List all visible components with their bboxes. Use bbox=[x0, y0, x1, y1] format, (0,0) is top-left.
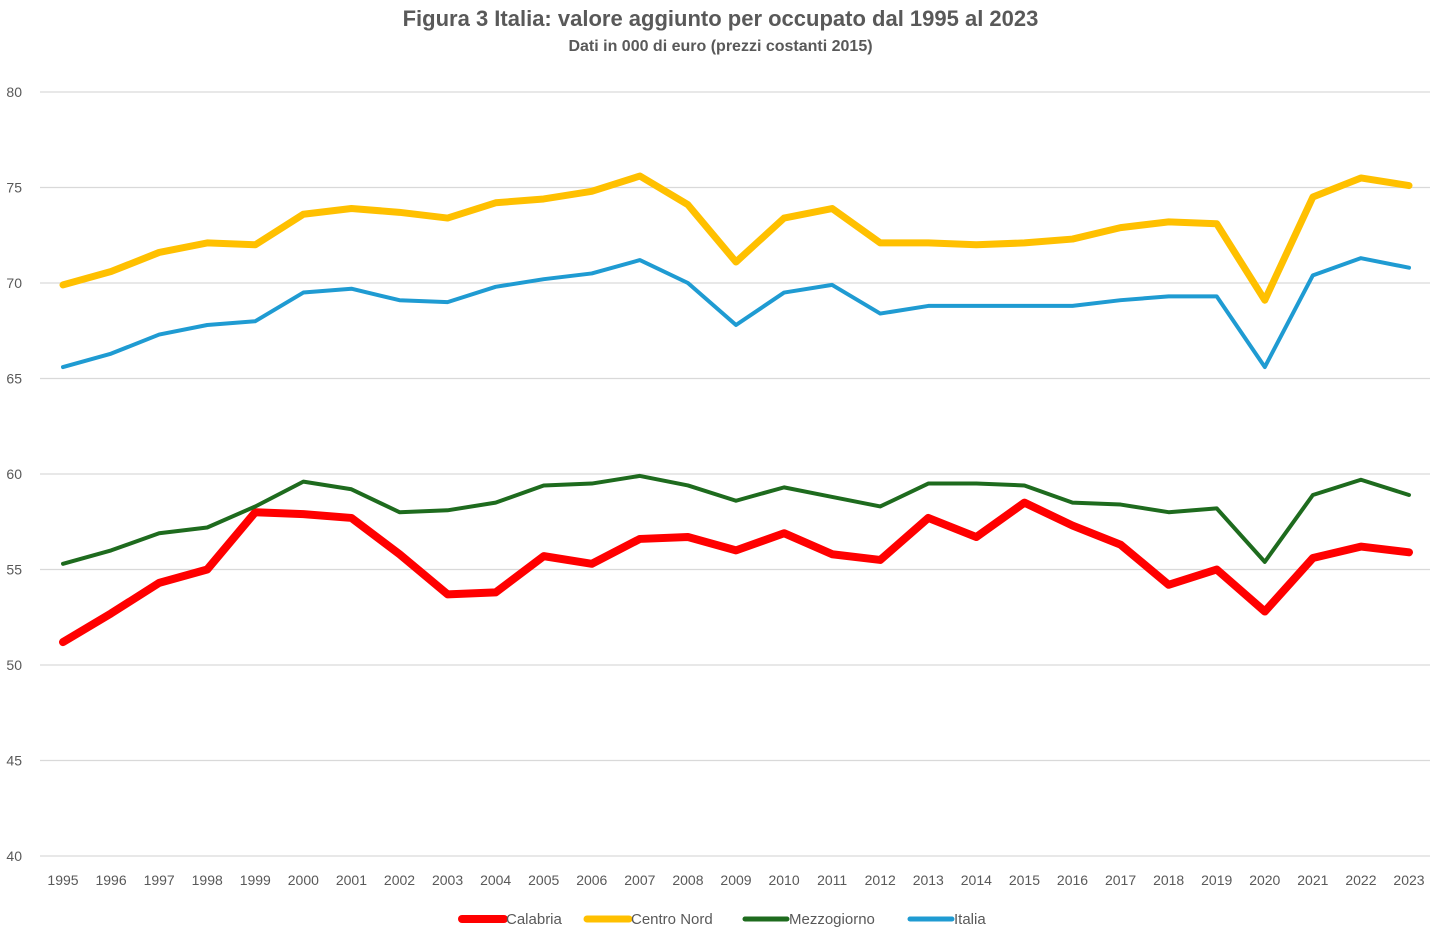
x-tick-label: 2009 bbox=[720, 872, 751, 888]
x-tick-label: 1999 bbox=[240, 872, 271, 888]
x-tick-label: 2010 bbox=[768, 872, 799, 888]
legend-label: Mezzogiorno bbox=[789, 911, 875, 928]
legend: Calabria Centro Nord Mezzogiorno Italia bbox=[458, 911, 986, 928]
series-italia bbox=[61, 256, 1411, 370]
x-tick-label: 2013 bbox=[913, 872, 944, 888]
x-tick-label: 2012 bbox=[865, 872, 896, 888]
x-tick-label: 2019 bbox=[1201, 872, 1232, 888]
chart-title: Figura 3 Italia: valore aggiunto per occ… bbox=[402, 6, 1039, 31]
series-line bbox=[61, 256, 1411, 370]
x-tick-label: 2015 bbox=[1009, 872, 1040, 888]
series-calabria bbox=[59, 498, 1413, 647]
y-tick-label: 40 bbox=[6, 848, 22, 864]
y-tick-label: 70 bbox=[6, 275, 22, 291]
x-tick-label: 2017 bbox=[1105, 872, 1136, 888]
y-tick-label: 50 bbox=[6, 657, 22, 673]
y-tick-label: 55 bbox=[6, 562, 22, 578]
x-tick-label: 1998 bbox=[192, 872, 223, 888]
x-tick-label: 2008 bbox=[672, 872, 703, 888]
x-axis-labels: 1995 1996 1997 1998 1999 2000 2001 2002 2003 2004… bbox=[47, 872, 1424, 888]
x-tick-label: 2003 bbox=[432, 872, 463, 888]
x-tick-label: 2020 bbox=[1249, 872, 1280, 888]
y-tick-label: 45 bbox=[6, 753, 22, 769]
series-mezzogiorno bbox=[61, 473, 1411, 566]
y-tick-label: 75 bbox=[6, 180, 22, 196]
x-tick-label: 2007 bbox=[624, 872, 655, 888]
x-tick-label: 1997 bbox=[144, 872, 175, 888]
gridlines bbox=[40, 91, 1430, 857]
x-tick-label: 2023 bbox=[1393, 872, 1424, 888]
x-tick-label: 2000 bbox=[288, 872, 319, 888]
y-tick-label: 65 bbox=[6, 371, 22, 387]
x-tick-label: 2001 bbox=[336, 872, 367, 888]
y-axis-labels: 40 45 50 55 60 65 70 75 80 bbox=[6, 84, 22, 864]
legend-label: Centro Nord bbox=[631, 911, 713, 928]
x-tick-label: 2006 bbox=[576, 872, 607, 888]
series-line bbox=[59, 498, 1413, 647]
chart-subtitle: Dati in 000 di euro (prezzi costanti 201… bbox=[568, 38, 873, 55]
legend-label: Italia bbox=[954, 911, 986, 928]
x-tick-label: 2018 bbox=[1153, 872, 1184, 888]
x-tick-label: 1995 bbox=[47, 872, 78, 888]
series-lines bbox=[59, 172, 1413, 647]
legend-label: Calabria bbox=[506, 911, 563, 928]
x-tick-label: 2021 bbox=[1297, 872, 1328, 888]
x-tick-label: 2005 bbox=[528, 872, 559, 888]
x-tick-label: 2022 bbox=[1345, 872, 1376, 888]
x-tick-label: 2014 bbox=[961, 872, 992, 888]
x-tick-label: 1996 bbox=[95, 872, 126, 888]
x-tick-label: 2011 bbox=[817, 872, 847, 888]
y-tick-label: 60 bbox=[6, 466, 22, 482]
x-tick-label: 2004 bbox=[480, 872, 511, 888]
series-centro-nord bbox=[59, 172, 1413, 304]
x-tick-label: 2016 bbox=[1057, 872, 1088, 888]
x-tick-label: 2002 bbox=[384, 872, 415, 888]
series-line bbox=[59, 172, 1413, 304]
y-tick-label: 80 bbox=[6, 84, 22, 100]
